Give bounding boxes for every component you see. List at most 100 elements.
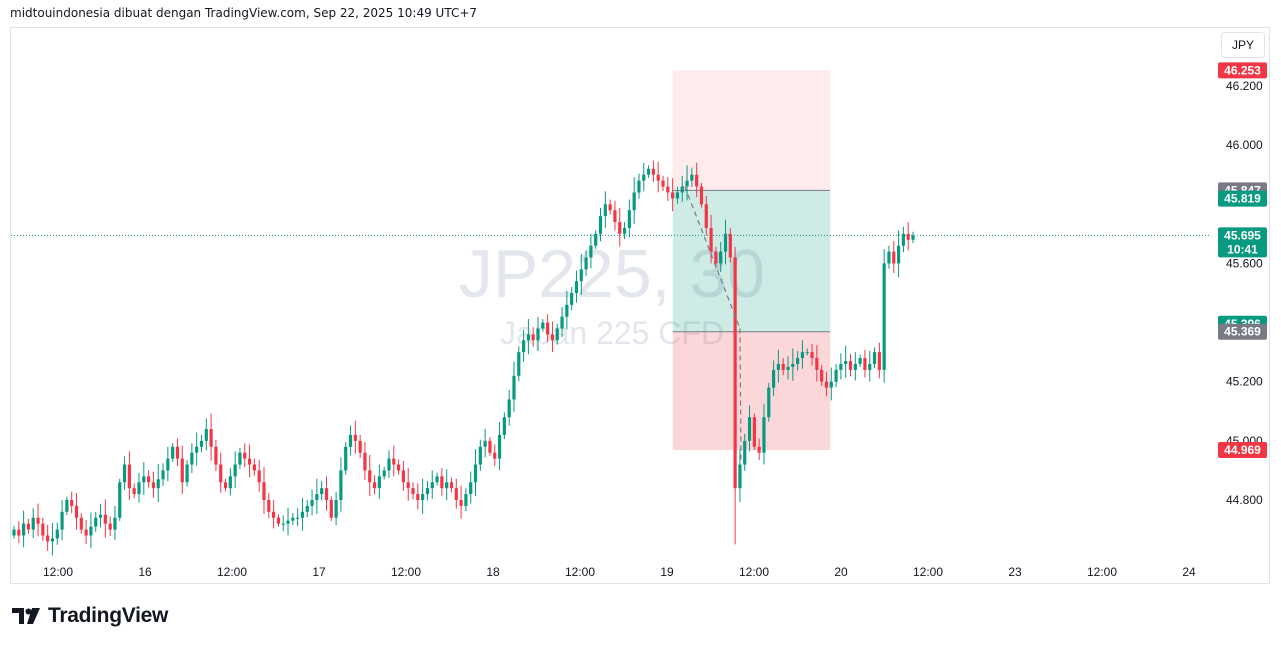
candle-body <box>233 464 237 477</box>
candle-body <box>243 452 247 459</box>
candle-body <box>315 494 319 500</box>
candle-body <box>829 381 833 388</box>
stop-zone-upper <box>672 70 831 191</box>
candle-body <box>723 233 728 252</box>
candle-body <box>50 538 55 542</box>
candle-body <box>699 186 704 205</box>
watermark-symbol: JP225, 30 <box>459 236 765 312</box>
candle-body <box>882 263 886 370</box>
candle-body <box>546 322 550 335</box>
candle-body <box>714 251 718 264</box>
y-tick-label: 45.200 <box>1226 375 1263 389</box>
candle-body <box>55 529 59 539</box>
tradingview-logo[interactable]: TradingView <box>12 604 168 628</box>
candle-body <box>334 500 338 518</box>
candle-body <box>166 458 170 471</box>
candle-body <box>31 517 35 530</box>
candle-body <box>622 227 627 234</box>
candle-body <box>296 517 300 519</box>
candle-body <box>800 352 805 359</box>
candle-body <box>209 429 213 447</box>
candle-body <box>339 470 343 500</box>
x-tick-label: 24 <box>1182 565 1196 579</box>
candle-body <box>767 387 771 418</box>
candle-body <box>473 464 478 483</box>
candle-body <box>521 340 526 353</box>
candle-body <box>252 464 256 471</box>
candle-body <box>613 210 617 223</box>
x-tick-label: 20 <box>834 565 848 579</box>
target-zone <box>672 190 831 332</box>
currency-button[interactable]: JPY <box>1221 32 1265 58</box>
time-axis[interactable]: 12:00 16 12:00 17 12:00 18 12:00 19 12:00 20 12:00… <box>43 565 1196 579</box>
x-tick-label: 12:00 <box>217 565 247 579</box>
candle-body <box>743 440 747 465</box>
candle-body <box>536 328 540 341</box>
candle-body <box>180 458 184 483</box>
candle-body <box>228 476 232 489</box>
chart-attribution: midtouindonesia dibuat dengan TradingVie… <box>10 6 478 20</box>
candle-body <box>147 476 151 483</box>
candle-body <box>36 517 40 524</box>
price-badge-label: 44.969 <box>1224 443 1261 457</box>
candle-body <box>550 334 555 341</box>
candle-body <box>853 363 857 370</box>
candle-body <box>449 482 454 489</box>
candle-body <box>896 245 901 264</box>
candle-body <box>887 251 891 264</box>
candle-body <box>17 529 21 536</box>
candle-body <box>257 470 261 483</box>
candle-body <box>151 482 156 489</box>
candle-body <box>776 363 780 370</box>
candle-body <box>502 417 506 435</box>
x-tick-label: 17 <box>312 565 326 579</box>
candle-body <box>680 186 684 193</box>
candle-body <box>459 500 463 506</box>
candle-body <box>863 358 867 370</box>
position-zones <box>672 70 831 451</box>
candle-body <box>507 399 511 418</box>
candle-body <box>445 482 449 489</box>
candle-body <box>815 358 819 370</box>
candle-body <box>175 446 180 459</box>
x-tick-label: 12:00 <box>391 565 421 579</box>
candle-body <box>646 168 651 175</box>
candle-body <box>358 440 362 453</box>
candle-body <box>618 222 622 234</box>
candle-body <box>247 458 252 465</box>
candle-body <box>353 434 357 441</box>
candle-body <box>627 210 631 228</box>
price-badge <box>1218 323 1267 340</box>
candle-body <box>786 366 790 370</box>
candle-body <box>906 233 910 240</box>
price-badge <box>1218 190 1267 207</box>
candle-body <box>122 464 127 483</box>
candle-body <box>589 245 593 258</box>
candle-body <box>579 269 583 282</box>
candle-body <box>219 464 223 483</box>
candle-body <box>858 358 862 364</box>
candle-body <box>531 334 535 341</box>
candle-body <box>392 458 396 465</box>
candle-body <box>195 446 199 453</box>
candle-body <box>84 529 88 536</box>
candle-body <box>834 369 838 382</box>
candle-body <box>738 464 742 489</box>
candle-body <box>478 446 482 465</box>
candle-body <box>497 434 502 459</box>
candle-body <box>695 174 699 187</box>
candle-body <box>685 180 689 187</box>
candle-body <box>844 361 848 364</box>
candle-body <box>70 500 74 506</box>
candle-body <box>291 517 295 521</box>
candle-body <box>464 494 468 506</box>
candle-body <box>454 488 458 500</box>
candle-body <box>406 482 410 489</box>
tradingview-logo-icon <box>12 608 40 624</box>
candle-body <box>26 523 31 530</box>
x-tick-label: 23 <box>1008 565 1022 579</box>
chart-frame[interactable] <box>10 27 1270 584</box>
candle-body <box>594 233 598 246</box>
